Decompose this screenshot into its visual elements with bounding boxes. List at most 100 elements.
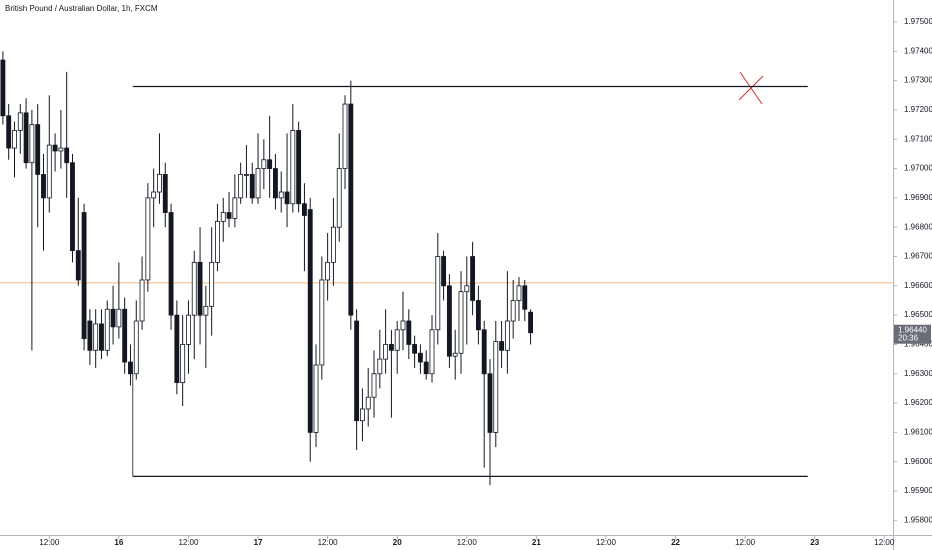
y-tick-label: 1.96200: [904, 398, 932, 407]
candle-body: [220, 212, 226, 222]
candle-body: [0, 59, 6, 117]
candle-body: [400, 320, 406, 331]
candle-body: [157, 174, 162, 193]
y-tick-label: 1.96800: [904, 222, 932, 231]
x-tick-label: 12:00: [735, 538, 756, 547]
candle-body: [406, 320, 412, 345]
candle-body: [249, 174, 255, 199]
y-tick-label: 1.97000: [904, 164, 932, 173]
candle-body: [232, 197, 238, 219]
candle-body: [504, 320, 510, 351]
candle-body: [238, 174, 244, 199]
y-tick-label: 1.96700: [904, 252, 932, 261]
candle-body: [168, 212, 174, 316]
candle-body: [70, 162, 75, 252]
candle-body: [93, 323, 99, 351]
y-tick-label: 1.95800: [904, 515, 932, 524]
candle-body: [174, 314, 180, 383]
y-tick-label: 1.97300: [904, 76, 932, 85]
candle-body: [35, 124, 41, 175]
candle-body: [354, 320, 360, 422]
candle-body: [255, 168, 261, 199]
candle-body: [313, 364, 319, 433]
candle-body: [145, 197, 151, 281]
y-tick-label: 1.96400: [904, 340, 932, 349]
candle-body: [365, 396, 371, 410]
candle-body: [87, 320, 93, 351]
candle-body: [487, 373, 493, 433]
candle-body: [17, 112, 23, 131]
x-tick-label: 20: [393, 538, 402, 547]
y-tick-label: 1.97200: [904, 105, 932, 114]
candle-body: [261, 159, 267, 169]
candle-body: [319, 279, 325, 366]
candle-body: [180, 344, 186, 383]
candle-body: [267, 159, 273, 169]
last-price-tag: [894, 324, 931, 344]
candle-body: [330, 226, 336, 263]
candle-body: [116, 308, 122, 328]
candle-body: [128, 361, 133, 375]
candle-body: [273, 168, 278, 199]
candle-body: [151, 191, 157, 199]
candle-body: [162, 174, 168, 213]
x-mark: [738, 71, 764, 105]
candle-body: [104, 308, 110, 351]
candle-body: [458, 291, 464, 354]
candle-body: [209, 261, 215, 307]
y-tick-label: 1.96600: [904, 281, 932, 290]
candle-body: [307, 209, 313, 433]
candle-body: [215, 220, 220, 263]
x-tick-label: 12:00: [874, 538, 895, 547]
candle-body: [23, 112, 29, 164]
x-tick-label: 12:00: [457, 538, 478, 547]
candle-body: [348, 103, 354, 316]
x-tick-label: 12:00: [39, 538, 60, 547]
candle-body: [493, 341, 499, 433]
y-tick-label: 1.97500: [904, 17, 932, 26]
candle-body: [12, 130, 17, 149]
candle-body: [342, 103, 348, 169]
candle-body: [510, 300, 516, 322]
candle-body: [429, 329, 435, 375]
candle-body: [122, 308, 128, 363]
candle-body: [452, 352, 458, 357]
x-tick-label: 23: [810, 538, 819, 547]
candle-body: [139, 279, 145, 322]
last-price-label: 1.96440: [898, 325, 927, 334]
candle-body: [377, 358, 383, 375]
candle-body: [203, 305, 209, 316]
y-tick-label: 1.97100: [904, 134, 932, 143]
x-tick-label: 16: [114, 538, 123, 547]
candle-body: [470, 256, 476, 301]
candle-body: [371, 373, 377, 398]
candle-body: [435, 256, 441, 331]
candle-body: [446, 285, 452, 357]
candle-body: [244, 174, 249, 176]
candle-body: [29, 124, 35, 164]
cross-stroke: [738, 75, 764, 101]
candle-body: [302, 203, 307, 216]
candle-body: [81, 212, 87, 339]
countdown-label: 20:36: [898, 333, 919, 342]
candle-body: [383, 344, 389, 360]
x-tick-label: 17: [254, 538, 263, 547]
candle-body: [226, 212, 232, 219]
candle-body: [394, 329, 400, 351]
candle-body: [475, 300, 481, 331]
candle-body: [412, 344, 418, 354]
candle-body: [481, 329, 487, 375]
candle-body: [278, 191, 284, 199]
candle-body: [417, 352, 423, 363]
candle-body: [290, 130, 296, 205]
candle-body: [388, 344, 394, 351]
candle-body: [464, 285, 470, 293]
x-tick-label: 22: [671, 538, 680, 547]
candle-body: [296, 130, 302, 205]
candle-body: [522, 285, 528, 310]
y-tick-label: 1.95900: [904, 486, 932, 495]
candle-body: [359, 408, 365, 422]
y-tick-label: 1.96300: [904, 369, 932, 378]
y-tick-label: 1.96000: [904, 457, 932, 466]
